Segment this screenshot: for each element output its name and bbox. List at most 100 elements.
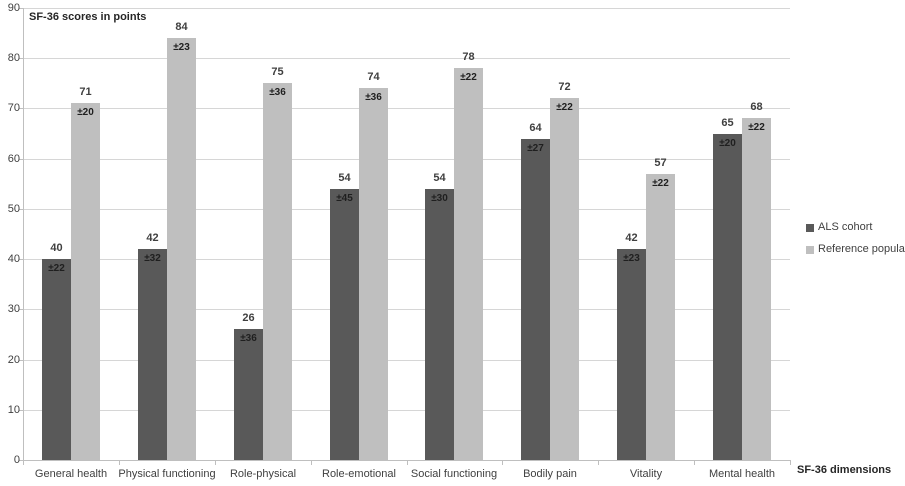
x-tick-mark-5 (502, 460, 503, 465)
bar-value-reference-population-social-functioning: 78 (462, 51, 475, 63)
gridline-0 (23, 460, 790, 461)
y-tick-mark-80 (19, 58, 23, 59)
y-tick-label-0: 0 (13, 454, 20, 466)
y-tick-label-90: 90 (7, 2, 20, 14)
legend-swatch-als-cohort (806, 223, 814, 232)
y-tick-mark-40 (19, 259, 23, 260)
y-tick-label-50: 50 (7, 203, 20, 215)
y-tick-label-80: 80 (7, 52, 20, 64)
x-category-label-vitality: Vitality (629, 468, 663, 480)
bar-reference-population-role-emotional (359, 88, 388, 460)
bar-reference-population-general-health (71, 103, 100, 460)
gridline-30 (23, 309, 790, 310)
bar-error-reference-population-social-functioning: ±22 (460, 72, 477, 83)
x-tick-mark-3 (311, 460, 312, 465)
y-tick-label-30: 30 (7, 303, 20, 315)
gridline-60 (23, 159, 790, 160)
bar-error-reference-population-role-physical: ±36 (269, 87, 286, 98)
y-tick-label-70: 70 (7, 102, 20, 114)
legend: ALS cohort Reference population (806, 221, 905, 265)
bar-reference-population-vitality (646, 174, 675, 460)
y-tick-mark-30 (19, 309, 23, 310)
gridline-80 (23, 58, 790, 59)
bar-als-cohort-role-emotional (330, 189, 359, 460)
bar-als-cohort-bodily-pain (521, 139, 550, 460)
y-axis-line (23, 8, 24, 460)
y-tick-label-10: 10 (7, 404, 20, 416)
legend-entry-reference-population: Reference population (806, 243, 905, 256)
bar-reference-population-role-physical (263, 83, 292, 460)
x-category-label-general-health: General health (34, 468, 108, 480)
bar-value-als-cohort-general-health: 40 (50, 242, 63, 254)
x-category-label-physical-functioning: Physical functioning (118, 468, 216, 480)
bar-error-reference-population-vitality: ±22 (652, 178, 669, 189)
y-tick-label-40: 40 (7, 253, 20, 265)
gridline-90 (23, 8, 790, 9)
bar-als-cohort-mental-health (713, 134, 742, 460)
bar-error-als-cohort-vitality: ±23 (623, 253, 640, 264)
legend-swatch-reference-population (806, 245, 814, 254)
gridline-10 (23, 410, 790, 411)
bar-value-reference-population-mental-health: 68 (750, 101, 763, 113)
x-category-label-role-physical: Role-physical (229, 468, 297, 480)
y-tick-mark-90 (19, 8, 23, 9)
bar-error-als-cohort-role-emotional: ±45 (336, 193, 353, 204)
bar-reference-population-mental-health (742, 118, 771, 460)
bar-als-cohort-general-health (42, 259, 71, 460)
legend-label-als-cohort: ALS cohort (818, 221, 873, 233)
gridline-40 (23, 259, 790, 260)
x-axis-title: SF-36 dimensions (797, 464, 892, 476)
x-tick-mark-4 (407, 460, 408, 465)
bar-als-cohort-social-functioning (425, 189, 454, 460)
bar-error-reference-population-general-health: ±20 (77, 107, 94, 118)
bar-value-als-cohort-role-physical: 26 (242, 312, 255, 324)
y-tick-label-60: 60 (7, 153, 20, 165)
bar-value-als-cohort-vitality: 42 (625, 232, 638, 244)
x-tick-mark-1 (119, 460, 120, 465)
y-tick-mark-20 (19, 360, 23, 361)
legend-label-reference-population: Reference population (818, 243, 905, 255)
bar-reference-population-bodily-pain (550, 98, 579, 460)
legend-entry-als-cohort: ALS cohort (806, 221, 905, 234)
x-tick-mark-2 (215, 460, 216, 465)
bar-reference-population-physical-functioning (167, 38, 196, 460)
bar-error-als-cohort-general-health: ±22 (48, 263, 65, 274)
y-tick-mark-10 (19, 410, 23, 411)
bar-als-cohort-physical-functioning (138, 249, 167, 460)
bar-error-reference-population-bodily-pain: ±22 (556, 102, 573, 113)
x-category-label-mental-health: Mental health (708, 468, 776, 480)
y-tick-mark-70 (19, 108, 23, 109)
y-tick-mark-60 (19, 159, 23, 160)
gridline-50 (23, 209, 790, 210)
y-tick-label-20: 20 (7, 354, 20, 366)
bar-value-als-cohort-bodily-pain: 64 (529, 122, 542, 134)
bar-value-als-cohort-physical-functioning: 42 (146, 232, 159, 244)
bar-error-als-cohort-physical-functioning: ±32 (144, 253, 161, 264)
bar-error-als-cohort-mental-health: ±20 (719, 138, 736, 149)
gridline-70 (23, 108, 790, 109)
bar-error-reference-population-role-emotional: ±36 (365, 92, 382, 103)
x-tick-mark-0 (23, 460, 24, 465)
bar-value-als-cohort-social-functioning: 54 (433, 172, 446, 184)
bar-value-reference-population-vitality: 57 (654, 157, 667, 169)
bar-als-cohort-vitality (617, 249, 646, 460)
bar-value-als-cohort-mental-health: 65 (721, 117, 734, 129)
x-category-label-social-functioning: Social functioning (410, 468, 498, 480)
x-category-label-bodily-pain: Bodily pain (523, 468, 577, 480)
bar-value-reference-population-role-physical: 75 (271, 66, 284, 78)
x-category-label-role-emotional: Role-emotional (322, 468, 396, 480)
bar-error-als-cohort-role-physical: ±36 (240, 333, 257, 344)
bar-error-reference-population-mental-health: ±22 (748, 122, 765, 133)
x-tick-mark-8 (790, 460, 791, 465)
bar-reference-population-social-functioning (454, 68, 483, 460)
bar-value-reference-population-bodily-pain: 72 (558, 81, 571, 93)
bar-value-reference-population-role-emotional: 74 (367, 71, 380, 83)
bar-value-reference-population-physical-functioning: 84 (175, 21, 188, 33)
y-tick-mark-50 (19, 209, 23, 210)
bar-als-cohort-role-physical (234, 329, 263, 460)
y-axis-title: SF-36 scores in points (29, 11, 147, 23)
bar-error-als-cohort-bodily-pain: ±27 (527, 143, 544, 154)
bar-value-reference-population-general-health: 71 (79, 86, 92, 98)
y-tick-mark-0 (19, 460, 23, 461)
